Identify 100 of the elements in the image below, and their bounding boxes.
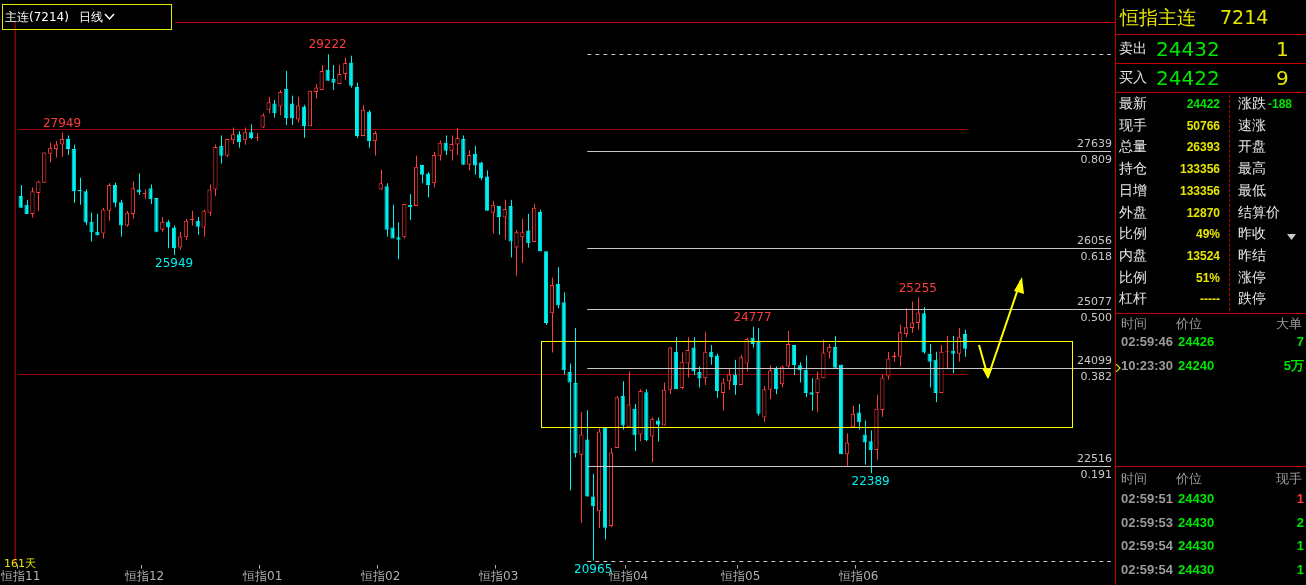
text: 最新 xyxy=(1119,95,1147,112)
chart-title: 主连(7214) xyxy=(5,10,69,24)
text: 12870 xyxy=(1186,205,1220,220)
text: 5万 xyxy=(1283,358,1304,374)
candlestick xyxy=(390,204,395,239)
candlestick xyxy=(833,335,838,369)
candlestick xyxy=(909,301,915,334)
candlestick xyxy=(768,364,773,400)
x-tick-label: 恒指12 xyxy=(123,568,165,583)
candlestick xyxy=(579,411,584,524)
annotation: 0.191 xyxy=(1080,467,1112,481)
text: -188 xyxy=(1268,97,1293,112)
chart-subtitle: 日线 xyxy=(78,10,103,24)
text: 涨跌 xyxy=(1238,95,1266,112)
text: 10:23:30 xyxy=(1121,358,1174,374)
text: 26393 xyxy=(1186,140,1220,155)
text: 02:59:54 xyxy=(1121,538,1174,554)
text: 恒指主连 xyxy=(1120,6,1196,28)
text: 1 xyxy=(1296,538,1304,554)
candlestick xyxy=(331,64,336,91)
annotation: 161天 xyxy=(4,556,36,570)
candlestick xyxy=(325,53,330,82)
text: 昨收 xyxy=(1238,225,1266,242)
text: 02:59:46 xyxy=(1121,334,1174,350)
annotation: 0.382 xyxy=(1080,369,1112,383)
x-tick-label: 恒指05 xyxy=(720,568,761,583)
text: 25949 xyxy=(155,256,194,271)
text: 24777 xyxy=(733,310,772,325)
text: 最高 xyxy=(1238,160,1266,177)
text: 24422 xyxy=(1156,66,1220,90)
candlestick xyxy=(36,180,41,212)
candlestick xyxy=(461,134,466,166)
candlestick xyxy=(691,336,696,376)
annotation: 0.618 xyxy=(1080,249,1112,263)
candlestick xyxy=(30,187,35,219)
text: 昨结 xyxy=(1238,246,1266,264)
text: 9 xyxy=(1276,66,1289,90)
annotation: 0.500 xyxy=(1080,310,1112,324)
text: 日增 xyxy=(1119,181,1147,199)
text: ----- xyxy=(1200,292,1220,307)
candlestick xyxy=(685,336,690,379)
candlestick xyxy=(815,370,820,413)
candlestick xyxy=(526,213,531,249)
text: 总量 xyxy=(1119,138,1147,155)
text: 价位 xyxy=(1176,316,1202,332)
candlestick xyxy=(172,225,177,256)
text: 02:59:53 xyxy=(1121,515,1174,531)
text: 7214 xyxy=(1220,6,1269,28)
text: 买入 xyxy=(1119,69,1147,86)
candlestick xyxy=(337,64,342,85)
text: 价位 xyxy=(1176,471,1202,487)
text: 最低 xyxy=(1238,181,1266,199)
text: 13524 xyxy=(1186,248,1220,264)
candlestick xyxy=(349,55,354,89)
text: 跌停 xyxy=(1238,290,1266,307)
text: 22389 xyxy=(851,474,890,489)
candlestick xyxy=(118,199,124,238)
text: 24426 xyxy=(1178,334,1215,350)
candlestick xyxy=(951,335,956,374)
text: 50766 xyxy=(1186,118,1220,133)
text: 27949 xyxy=(42,115,82,130)
ref-line-label: 26056 xyxy=(1077,233,1112,247)
text: 24422 xyxy=(1186,97,1220,112)
text: 24430 xyxy=(1178,491,1215,507)
text: 大单 xyxy=(1276,316,1302,332)
text: 时间 xyxy=(1121,471,1147,487)
text: 133356 xyxy=(1179,183,1220,198)
x-tick-label: 恒指06 xyxy=(838,568,879,583)
candlestick xyxy=(130,180,135,220)
candlestick xyxy=(496,205,501,236)
text: 02:59:54 xyxy=(1121,562,1174,578)
text: 51% xyxy=(1195,270,1220,285)
text: 速涨 xyxy=(1238,116,1266,134)
candlestick xyxy=(437,139,442,162)
text: 内盘 xyxy=(1119,246,1147,264)
text: 24430 xyxy=(1178,538,1215,554)
candlestick xyxy=(89,212,94,242)
text: 24240 xyxy=(1178,358,1215,374)
text: 1 xyxy=(1276,37,1289,61)
text: 24430 xyxy=(1178,515,1215,531)
candlestick xyxy=(697,366,702,388)
candlestick xyxy=(626,370,631,428)
candlestick xyxy=(207,183,212,217)
candlestick xyxy=(59,131,65,158)
candlestick xyxy=(136,172,141,196)
candlestick xyxy=(425,171,431,198)
candlestick xyxy=(821,339,826,379)
text: 外盘 xyxy=(1119,203,1147,220)
candlestick xyxy=(396,221,401,260)
dropdown-field: 主连(7214) 日线 xyxy=(2,4,172,30)
text: 29222 xyxy=(308,37,347,52)
x-tick-label: 恒指02 xyxy=(360,568,401,583)
candlestick xyxy=(443,134,448,156)
text: 卖出 xyxy=(1119,40,1147,57)
ref-line-label: 22516 xyxy=(1077,451,1112,465)
candlestick xyxy=(514,229,519,277)
text: 杠杆 xyxy=(1119,290,1147,307)
annotation: 0.809 xyxy=(1080,152,1112,166)
text: 02:59:51 xyxy=(1121,491,1174,507)
candlestick xyxy=(502,199,507,241)
